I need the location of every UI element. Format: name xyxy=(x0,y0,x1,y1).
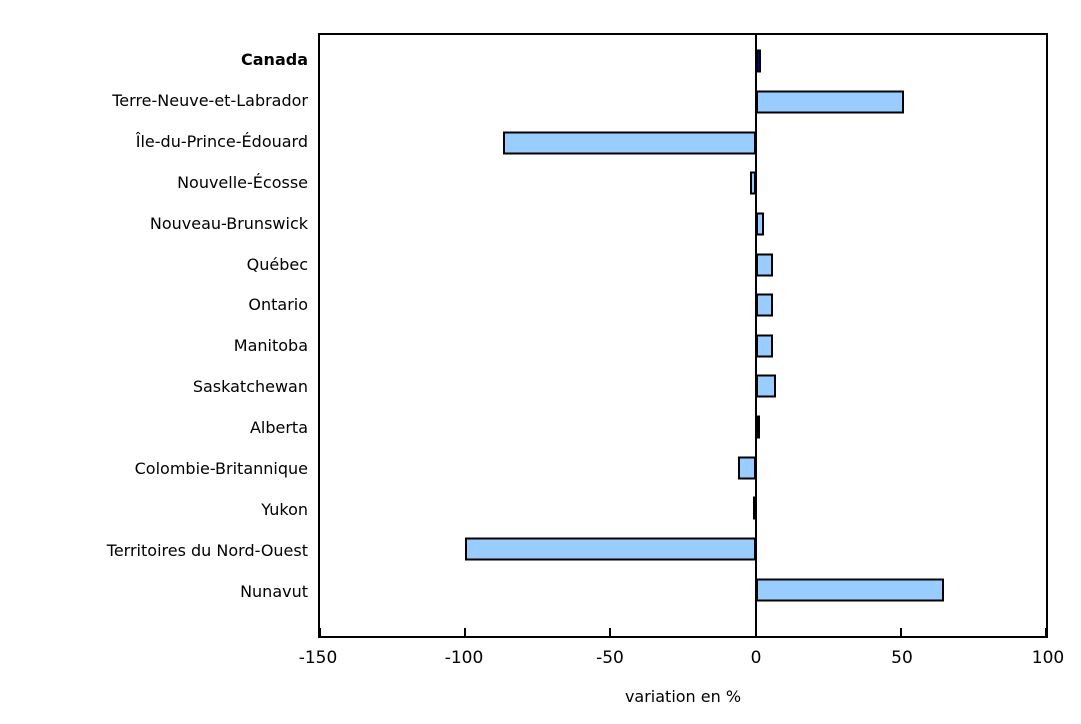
category-label-ile-du-prince-edouard: Île-du-Prince-Édouard xyxy=(135,131,308,151)
bar-quebec xyxy=(755,253,774,277)
category-label-territoires-du-nord-ouest: Territoires du Nord-Ouest xyxy=(106,541,308,561)
bar-row-canada xyxy=(320,41,1046,82)
category-label-nouvelle-ecosse: Nouvelle-Écosse xyxy=(177,172,308,192)
bar-row-manitoba xyxy=(320,325,1046,366)
bar-ile-du-prince-edouard xyxy=(502,131,756,155)
category-label-quebec: Québec xyxy=(246,254,308,274)
category-label-canada: Canada xyxy=(241,49,308,69)
x-axis-tick-label-neg100: -100 xyxy=(444,648,484,668)
bar-territoires-du-nord-ouest xyxy=(465,537,756,561)
bar-row-colombie-britannique xyxy=(320,447,1046,488)
x-axis-tick-100 xyxy=(1045,628,1047,636)
x-axis-tick-0 xyxy=(754,628,757,636)
bar-colombie-britannique xyxy=(738,456,756,480)
x-axis-tick-label-50: 50 xyxy=(891,648,913,668)
x-axis-tick-label-neg50: -50 xyxy=(596,648,624,668)
category-label-colombie-britannique: Colombie-Britannique xyxy=(134,459,308,479)
bar-ontario xyxy=(755,293,774,317)
x-axis-tick-neg100 xyxy=(464,628,467,636)
plot-area xyxy=(318,33,1048,638)
bar-row-ontario xyxy=(320,285,1046,326)
bar-alberta xyxy=(755,415,760,439)
category-labels: Canada Terre-Neuve-et-Labrador Île-du-Prin… xyxy=(0,33,318,638)
bar-terre-neuve-et-labrador xyxy=(755,90,904,114)
bar-row-ile-du-prince-edouard xyxy=(320,122,1046,163)
bar-row-nouvelle-ecosse xyxy=(320,163,1046,204)
bar-manitoba xyxy=(755,334,774,358)
category-label-saskatchewan: Saskatchewan xyxy=(192,377,308,397)
x-axis-tick-neg50 xyxy=(609,628,612,636)
category-label-nouveau-brunswick: Nouveau-Brunswick xyxy=(149,213,308,233)
x-axis-tick-label-100: 100 xyxy=(1031,648,1065,668)
bar-nouveau-brunswick xyxy=(755,212,765,236)
bar-row-saskatchewan xyxy=(320,366,1046,407)
x-axis-title: variation en % xyxy=(624,687,742,706)
bar-row-terre-neuve-et-labrador xyxy=(320,82,1046,123)
x-axis-tick-neg150 xyxy=(319,628,321,636)
x-axis-tick-label-0: 0 xyxy=(750,648,762,668)
bar-row-nunavut xyxy=(320,569,1046,610)
bar-nunavut xyxy=(755,578,945,602)
category-label-yukon: Yukon xyxy=(261,500,308,520)
category-label-alberta: Alberta xyxy=(249,418,308,438)
category-label-manitoba: Manitoba xyxy=(233,336,308,356)
bar-row-territoires-du-nord-ouest xyxy=(320,529,1046,570)
category-label-nunavut: Nunavut xyxy=(240,581,308,601)
bar-row-alberta xyxy=(320,407,1046,448)
bar-saskatchewan xyxy=(755,374,776,398)
x-axis-tick-50 xyxy=(899,628,902,636)
x-axis-tick-label-neg150: -150 xyxy=(298,648,338,668)
bars-area xyxy=(320,41,1046,610)
category-label-ontario: Ontario xyxy=(248,295,308,315)
bar-row-yukon xyxy=(320,488,1046,529)
bar-row-quebec xyxy=(320,244,1046,285)
category-label-terre-neuve-et-labrador: Terre-Neuve-et-Labrador xyxy=(112,90,308,110)
zero-axis-line xyxy=(754,35,757,636)
bar-row-nouveau-brunswick xyxy=(320,204,1046,245)
